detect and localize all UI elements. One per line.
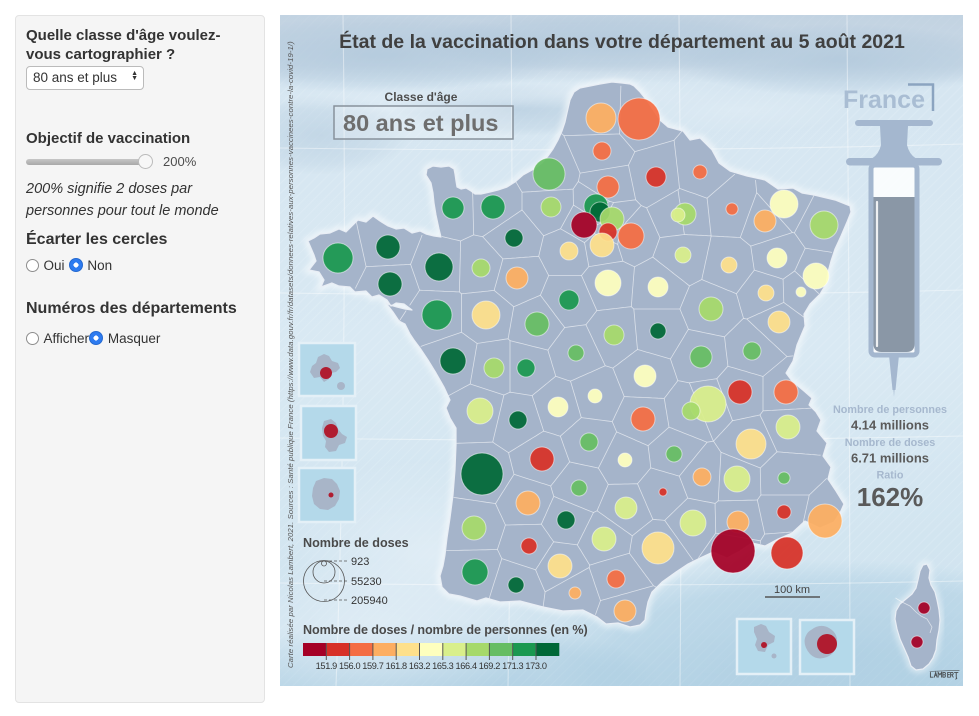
svg-text:163.2: 163.2 <box>409 661 430 671</box>
svg-text:Classe d'âge: Classe d'âge <box>385 90 458 104</box>
svg-text:100 km: 100 km <box>774 584 810 596</box>
svg-text:165.3: 165.3 <box>432 661 453 671</box>
svg-text:Ratio: Ratio <box>877 470 904 482</box>
svg-text:Nombre de doses: Nombre de doses <box>845 437 936 449</box>
svg-text:4.14 millions: 4.14 millions <box>851 418 929 433</box>
svg-text:161.8: 161.8 <box>386 661 407 671</box>
svg-text:159.7: 159.7 <box>362 661 383 671</box>
svg-text:923: 923 <box>351 556 369 568</box>
svg-text:État de la vaccination dans vo: État de la vaccination dans votre départ… <box>339 30 905 53</box>
svg-text:162%: 162% <box>857 482 924 512</box>
svg-text:Nombre de personnes: Nombre de personnes <box>833 404 947 416</box>
svg-text:France: France <box>843 86 925 114</box>
svg-text:6.71 millions: 6.71 millions <box>851 451 929 466</box>
svg-text:205940: 205940 <box>351 595 388 607</box>
svg-text:Nombre de doses: Nombre de doses <box>303 536 409 550</box>
svg-text:156.0: 156.0 <box>339 661 360 671</box>
svg-text:Carte réalisée par Nicolas Lam: Carte réalisée par Nicolas Lambert, 2021… <box>286 41 295 668</box>
svg-text:169.2: 169.2 <box>479 661 500 671</box>
svg-text:Nombre de doses / nombre de pe: Nombre de doses / nombre de personnes (e… <box>303 623 588 637</box>
svg-text:80 ans et plus: 80 ans et plus <box>343 110 498 136</box>
svg-text:166.4: 166.4 <box>455 661 476 671</box>
svg-text:173.0: 173.0 <box>525 661 546 671</box>
svg-text:55230: 55230 <box>351 576 382 588</box>
svg-text:171.3: 171.3 <box>502 661 523 671</box>
svg-text:151.9: 151.9 <box>316 661 337 671</box>
